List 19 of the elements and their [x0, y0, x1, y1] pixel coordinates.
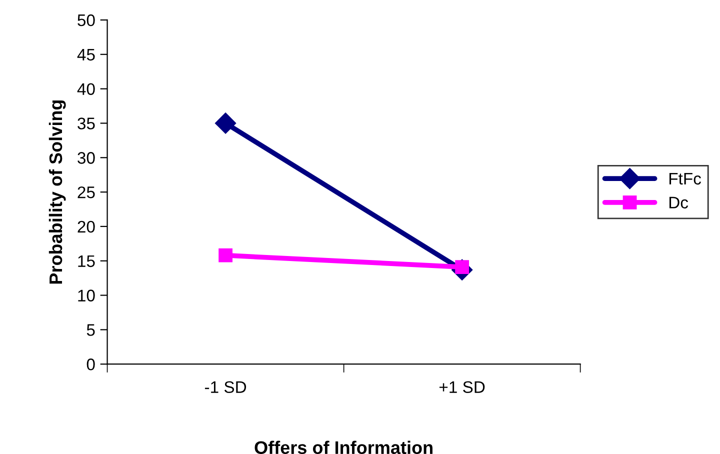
- y-tick-label: 40: [77, 83, 95, 96]
- y-tick-label: 0: [86, 358, 95, 370]
- legend-label: FtFc: [669, 172, 701, 185]
- y-tick-label: 5: [86, 324, 95, 336]
- y-tick-label: 50: [78, 14, 95, 26]
- y-tick-label: 15: [78, 255, 95, 268]
- legend-label: Dc: [669, 196, 688, 208]
- point: [215, 112, 236, 134]
- point: [218, 248, 232, 262]
- y-axis-title: Probability of Solving: [48, 100, 66, 284]
- x-tick-label: +1 SD: [439, 381, 485, 394]
- y-tick-label: 20: [78, 220, 95, 233]
- y-tick-label: 25: [78, 186, 95, 198]
- x-axis-title: Offers of Information: [254, 440, 432, 454]
- x-tick-label: -1 SD: [204, 381, 246, 394]
- y-tick-label: 45: [77, 48, 95, 61]
- y-tick-label: 10: [78, 290, 95, 302]
- y-tick-label: 30: [78, 152, 95, 164]
- y-tick-label: 35: [78, 118, 95, 130]
